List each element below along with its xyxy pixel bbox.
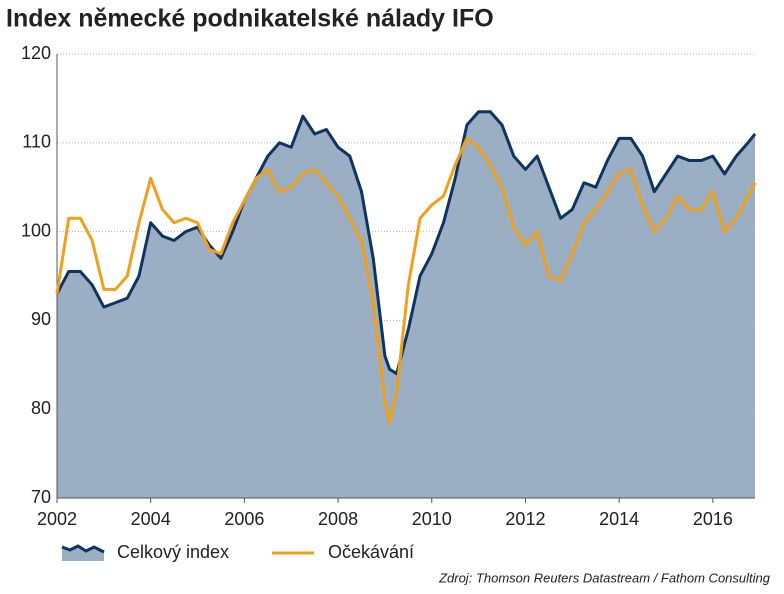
x-tick-label: 2008 bbox=[318, 509, 358, 529]
x-tick-label: 2004 bbox=[131, 509, 171, 529]
x-tick-label: 2012 bbox=[505, 509, 545, 529]
x-tick-label: 2010 bbox=[412, 509, 452, 529]
index-area bbox=[57, 111, 755, 498]
x-tick-label: 2002 bbox=[37, 509, 77, 529]
legend-label: Celkový index bbox=[117, 542, 229, 562]
y-tick-label: 80 bbox=[31, 398, 51, 418]
x-tick-label: 2006 bbox=[224, 509, 264, 529]
x-tick-label: 2014 bbox=[599, 509, 639, 529]
y-tick-label: 100 bbox=[21, 220, 51, 240]
x-tick-label: 2016 bbox=[693, 509, 733, 529]
y-tick-label: 90 bbox=[31, 309, 51, 329]
legend-swatch bbox=[61, 544, 105, 554]
y-tick-label: 110 bbox=[22, 132, 51, 152]
series-line bbox=[55, 136, 757, 425]
source-note: Zdroj: Thomson Reuters Datastream / Fath… bbox=[438, 570, 771, 585]
legend-label: Očekávání bbox=[328, 542, 414, 562]
chart-title: Index německé podnikatelské nálady IFO bbox=[6, 5, 494, 33]
y-tick-label: 70 bbox=[31, 487, 51, 507]
y-tick-label: 120 bbox=[21, 43, 51, 63]
